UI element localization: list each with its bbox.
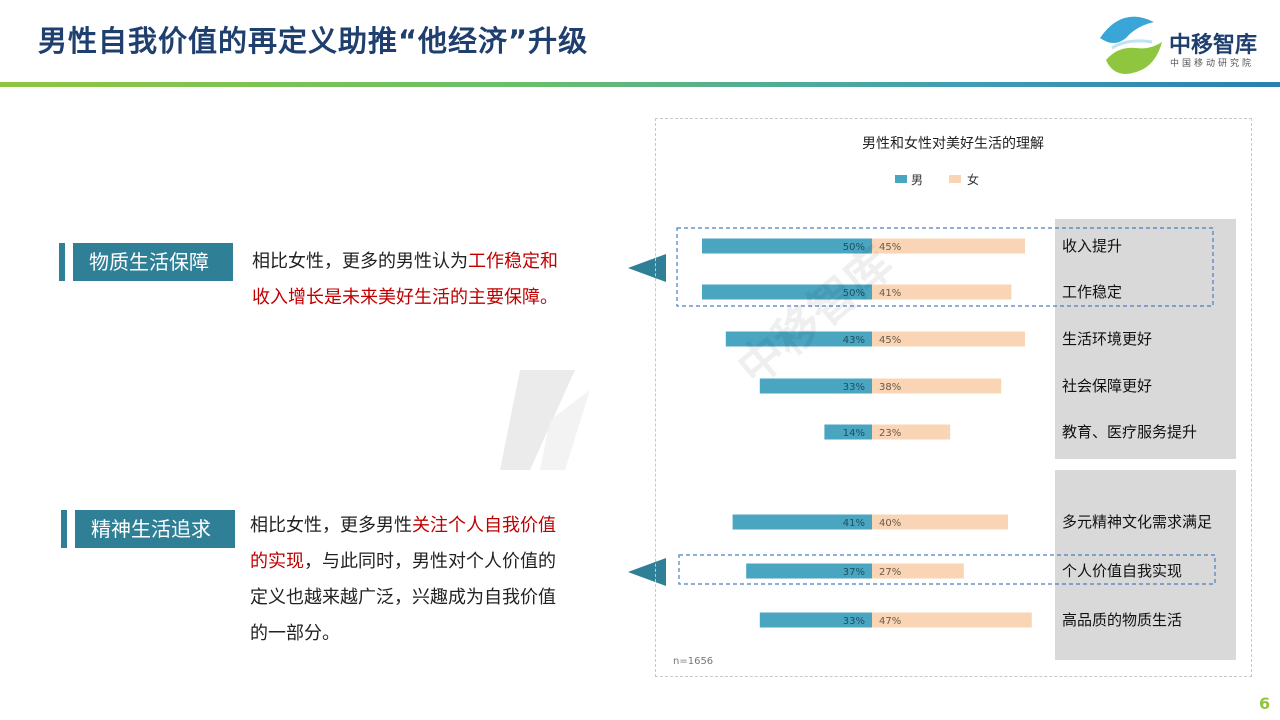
bar-female [872, 612, 1032, 628]
highlight-text: 的实现 [250, 551, 304, 572]
category-label: 多元精神文化需求满足 [1062, 513, 1212, 531]
logo-name: 中移智库 [1169, 33, 1258, 58]
bar-male [759, 612, 872, 628]
text-line: 相比女性，更多男性关注个人自我价值 [250, 508, 556, 544]
data-label-female: 27% [879, 567, 901, 578]
page-number: 6 [1259, 694, 1271, 713]
data-label-female: 45% [879, 242, 901, 253]
slide-title: 男性自我价值的再定义助推“他经济”升级 [38, 24, 589, 58]
text-line: 的实现，与此同时，男性对个人价值的 [250, 544, 556, 580]
data-label-female: 45% [879, 335, 901, 346]
body-text: 定义也越来越广泛，兴趣成为自我价值 [250, 587, 556, 608]
data-label-female: 38% [879, 382, 901, 393]
highlight-text: 工作稳定和 [468, 251, 558, 272]
highlight-box [676, 227, 1214, 307]
bar-female [872, 378, 1002, 394]
bar-male [702, 284, 872, 300]
category-label: 社会保障更好 [1062, 377, 1152, 395]
section-text-spiritual: 相比女性，更多男性关注个人自我价值 的实现，与此同时，男性对个人价值的 定义也越来越… [250, 508, 556, 652]
legend-label-male: 男 [911, 173, 923, 187]
legend-label-female: 女 [967, 172, 979, 187]
category-label: 个人价值自我实现 [1062, 562, 1182, 580]
data-label-male: 43% [843, 335, 865, 346]
data-label-female: 47% [879, 616, 901, 627]
china-mobile-logo-icon [1100, 16, 1162, 74]
highlight-box [678, 554, 1216, 585]
bar-male [725, 331, 872, 347]
header-divider [0, 82, 1280, 87]
data-label-male: 14% [843, 428, 865, 439]
body-text: 相比女性，更多的男性认为 [252, 251, 468, 272]
body-text: 的一部分。 [250, 623, 340, 644]
category-label: 高品质的物质生活 [1062, 611, 1182, 629]
data-label-male: 33% [843, 382, 865, 393]
category-label: 工作稳定 [1062, 283, 1122, 301]
body-text: ，与此同时，男性对个人价值的 [304, 551, 556, 572]
section-label-spiritual: 精神生活追求 [61, 510, 235, 548]
highlight-text: 收入增长是未来美好生活的主要保障。 [252, 287, 558, 308]
legend-swatch-female [949, 175, 961, 183]
data-label-female: 40% [879, 518, 901, 529]
body-text: 相比女性，更多男性 [250, 515, 412, 536]
left-arrow-icon [628, 254, 666, 282]
left-arrow-icon [628, 558, 666, 586]
data-label-male: 33% [843, 616, 865, 627]
data-label-male: 50% [843, 288, 865, 299]
text-line: 的一部分。 [250, 616, 556, 652]
section-label-material: 物质生活保障 [59, 243, 233, 281]
watermark-text: 中移智库 [727, 236, 903, 396]
data-label-male: 41% [843, 518, 865, 529]
bar-female [872, 563, 964, 579]
category-label: 生活环境更好 [1062, 330, 1152, 348]
category-panel [1055, 219, 1236, 459]
section-text-material: 相比女性，更多的男性认为工作稳定和收入增长是未来美好生活的主要保障。 [252, 244, 558, 316]
watermark-logo-icon [500, 370, 590, 470]
chart-title: 男性和女性对美好生活的理解 [862, 135, 1044, 152]
bar-male [824, 424, 872, 440]
text-line: 相比女性，更多的男性认为工作稳定和 [252, 244, 558, 280]
text-line: 收入增长是未来美好生活的主要保障。 [252, 280, 558, 316]
data-label-male: 50% [843, 242, 865, 253]
bar-male [732, 514, 872, 530]
bar-female [872, 238, 1025, 254]
sample-size-note: n=1656 [673, 656, 713, 667]
logo-subtitle: 中国移动研究院 [1170, 59, 1255, 69]
category-label: 教育、医疗服务提升 [1062, 423, 1197, 441]
category-panel [1055, 470, 1236, 660]
bar-female [872, 514, 1008, 530]
category-label: 收入提升 [1062, 237, 1122, 255]
data-label-female: 41% [879, 288, 901, 299]
bar-male [746, 563, 872, 579]
data-label-female: 23% [879, 428, 901, 439]
legend-swatch-male [895, 175, 907, 183]
bar-male [759, 378, 872, 394]
bar-female [872, 284, 1012, 300]
bar-female [872, 331, 1025, 347]
bar-male [702, 238, 872, 254]
highlight-text: 关注个人自我价值 [412, 515, 556, 536]
chart-frame [655, 118, 1252, 677]
data-label-male: 37% [843, 567, 865, 578]
text-line: 定义也越来越广泛，兴趣成为自我价值 [250, 580, 556, 616]
bar-female [872, 424, 951, 440]
